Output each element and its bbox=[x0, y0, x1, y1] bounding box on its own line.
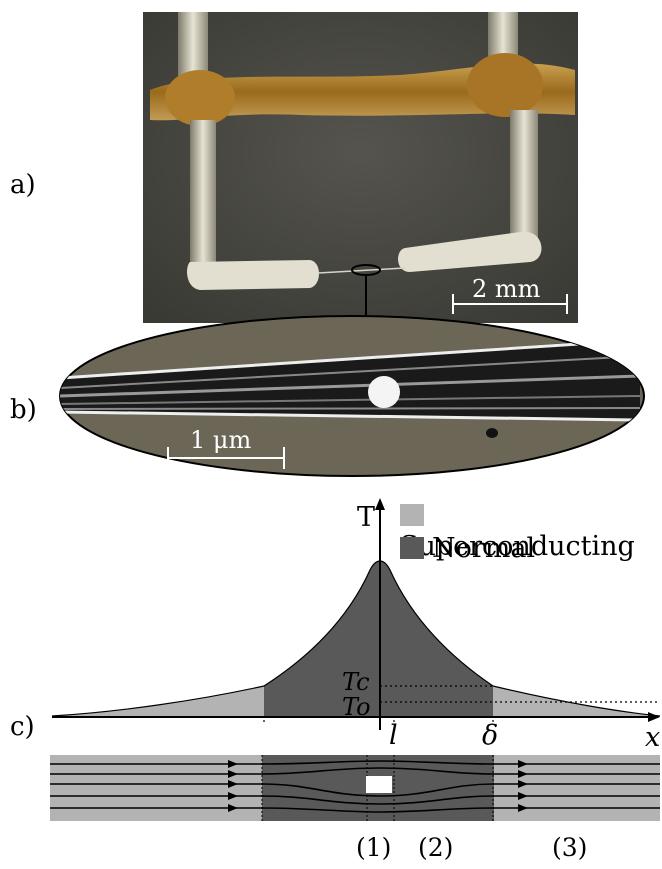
panel-label-b: b) bbox=[10, 395, 37, 425]
region-label-1: (1) bbox=[356, 833, 392, 862]
sem-image bbox=[59, 315, 645, 477]
sample-holder-photo bbox=[143, 12, 578, 325]
legend-label-normal: Normal bbox=[432, 533, 536, 564]
panel-label-a: a) bbox=[10, 170, 36, 200]
legend-label-superconducting: Superconducting bbox=[400, 531, 635, 562]
y-axis-label: T bbox=[357, 502, 376, 533]
delta-mark-label: δ bbox=[482, 720, 499, 751]
superconducting-region-right bbox=[493, 686, 660, 716]
to-level-label: To bbox=[342, 693, 371, 721]
superconducting-region-left bbox=[52, 686, 264, 716]
temperature-profile bbox=[51, 498, 661, 730]
photo-scale-bar-label: 2 mm bbox=[472, 275, 541, 303]
legend-item-normal: Normal bbox=[400, 533, 535, 564]
legend-item-superconducting: Superconducting bbox=[400, 500, 662, 562]
panel-label-c: c) bbox=[10, 712, 35, 742]
x-axis-label: x bbox=[645, 722, 661, 753]
wire-strip bbox=[50, 755, 660, 821]
sem-scale-bar-label: 1 μm bbox=[190, 426, 251, 454]
legend-swatch-superconducting bbox=[400, 504, 424, 526]
region-label-2: (2) bbox=[418, 833, 454, 862]
legend-swatch-normal bbox=[400, 537, 424, 559]
region-label-3: (3) bbox=[552, 833, 588, 862]
normal-region bbox=[264, 561, 493, 716]
l-mark-label: l bbox=[389, 720, 398, 751]
tc-level-label: Tc bbox=[342, 668, 370, 696]
